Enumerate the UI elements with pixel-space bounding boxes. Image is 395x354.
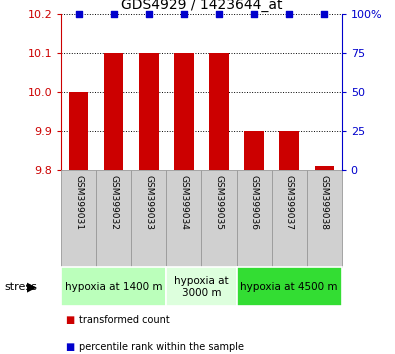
Text: hypoxia at 4500 m: hypoxia at 4500 m <box>240 282 338 292</box>
Text: GSM399035: GSM399035 <box>214 175 224 230</box>
Bar <box>245 131 264 170</box>
Point <box>251 11 257 17</box>
FancyBboxPatch shape <box>166 267 237 306</box>
Text: transformed count: transformed count <box>79 315 170 325</box>
Text: GSM399033: GSM399033 <box>144 175 153 230</box>
Text: stress: stress <box>4 282 37 292</box>
Bar <box>174 53 194 170</box>
FancyBboxPatch shape <box>166 170 201 267</box>
Text: percentile rank within the sample: percentile rank within the sample <box>79 342 244 352</box>
Text: hypoxia at 1400 m: hypoxia at 1400 m <box>65 282 163 292</box>
Text: GSM399038: GSM399038 <box>320 175 329 230</box>
Text: ■: ■ <box>65 315 74 325</box>
FancyBboxPatch shape <box>61 267 166 306</box>
Text: GSM399031: GSM399031 <box>74 175 83 230</box>
Bar <box>139 53 158 170</box>
Text: ■: ■ <box>65 342 74 352</box>
FancyBboxPatch shape <box>201 170 237 267</box>
Bar <box>209 53 229 170</box>
Point <box>75 11 82 17</box>
Text: GSM399034: GSM399034 <box>179 175 188 230</box>
Bar <box>69 92 88 170</box>
FancyBboxPatch shape <box>61 170 96 267</box>
Point <box>111 11 117 17</box>
FancyBboxPatch shape <box>237 170 272 267</box>
FancyBboxPatch shape <box>307 170 342 267</box>
Title: GDS4929 / 1423644_at: GDS4929 / 1423644_at <box>121 0 282 12</box>
Point <box>286 11 292 17</box>
FancyBboxPatch shape <box>272 170 307 267</box>
Text: GSM399036: GSM399036 <box>250 175 259 230</box>
Text: GSM399037: GSM399037 <box>284 175 293 230</box>
Point <box>146 11 152 17</box>
Text: GSM399032: GSM399032 <box>109 175 118 230</box>
Bar <box>314 166 334 170</box>
FancyBboxPatch shape <box>131 170 166 267</box>
Point <box>181 11 187 17</box>
FancyBboxPatch shape <box>96 170 131 267</box>
Bar <box>279 131 299 170</box>
Text: ▶: ▶ <box>27 280 36 293</box>
FancyBboxPatch shape <box>237 267 342 306</box>
Point <box>216 11 222 17</box>
Bar <box>104 53 124 170</box>
Text: hypoxia at
3000 m: hypoxia at 3000 m <box>174 276 229 298</box>
Point <box>321 11 327 17</box>
